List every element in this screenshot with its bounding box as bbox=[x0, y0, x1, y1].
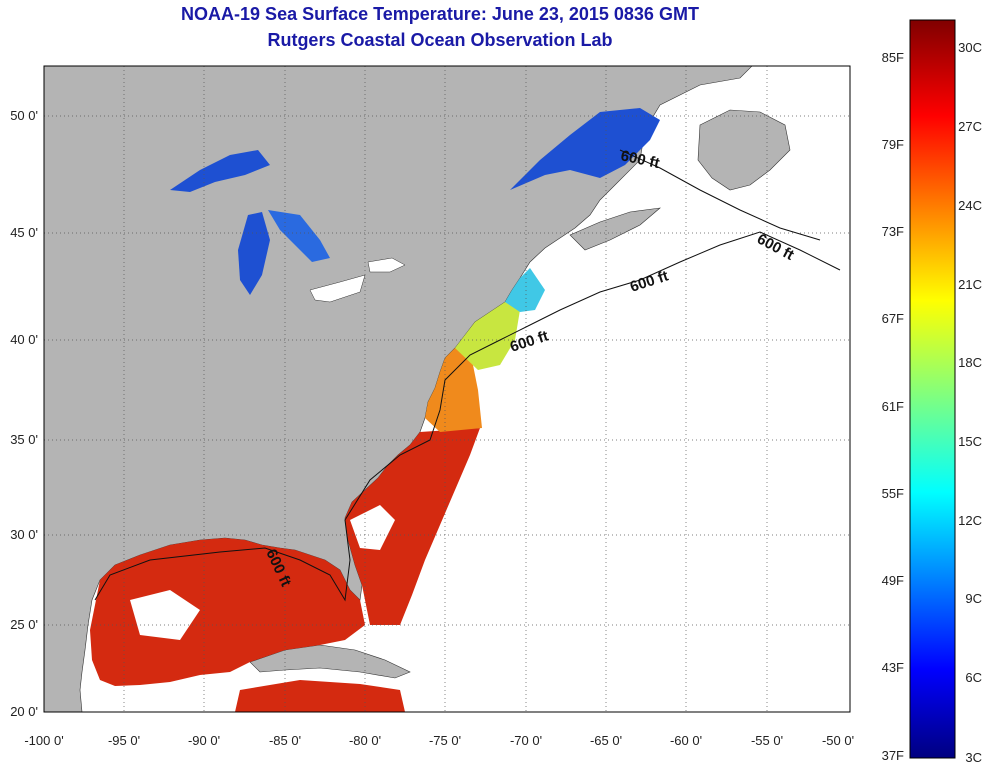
sst-gulf-of-maine bbox=[505, 268, 545, 312]
colorbar-f-label: 67F bbox=[882, 311, 904, 326]
colorbar-c-label: 24C bbox=[958, 198, 982, 213]
lake-michigan bbox=[238, 212, 270, 295]
colorbar-fahrenheit-labels: 85F 79F 73F 67F 61F 55F 49F 43F 37F bbox=[882, 50, 904, 763]
lat-label: 45 0' bbox=[10, 225, 38, 240]
colorbar-f-label: 79F bbox=[882, 137, 904, 152]
lat-label: 35 0' bbox=[10, 432, 38, 447]
sst-northeast bbox=[455, 302, 520, 370]
colorbar-c-label: 9C bbox=[965, 591, 982, 606]
lat-axis: 50 0' 45 0' 40 0' 35 0' 30 0' 25 0' 20 0… bbox=[10, 108, 38, 719]
lat-label: 40 0' bbox=[10, 332, 38, 347]
lon-label: -100 0' bbox=[24, 733, 63, 748]
lon-label: -70 0' bbox=[510, 733, 542, 748]
sst-atlantic-swath bbox=[345, 428, 480, 625]
colorbar-c-label: 12C bbox=[958, 513, 982, 528]
colorbar-c-label: 21C bbox=[958, 277, 982, 292]
lon-axis: -100 0' -95 0' -90 0' -85 0' -80 0' -75 … bbox=[24, 733, 854, 748]
gulf-st-lawrence bbox=[510, 108, 660, 190]
lon-label: -95 0' bbox=[108, 733, 140, 748]
lat-label: 20 0' bbox=[10, 704, 38, 719]
lon-label: -60 0' bbox=[670, 733, 702, 748]
lon-label: -65 0' bbox=[590, 733, 622, 748]
colorbar-f-label: 49F bbox=[882, 573, 904, 588]
colorbar-c-label: 27C bbox=[958, 119, 982, 134]
lon-label: -85 0' bbox=[269, 733, 301, 748]
lon-label: -80 0' bbox=[349, 733, 381, 748]
lon-label: -50 0' bbox=[822, 733, 854, 748]
colorbar-f-label: 37F bbox=[882, 748, 904, 763]
lat-label: 30 0' bbox=[10, 527, 38, 542]
lon-label: -75 0' bbox=[429, 733, 461, 748]
colorbar-f-label: 61F bbox=[882, 399, 904, 414]
colorbar-f-label: 55F bbox=[882, 486, 904, 501]
lake-erie bbox=[309, 274, 366, 303]
colorbar-c-label: 18C bbox=[958, 355, 982, 370]
lon-label: -55 0' bbox=[751, 733, 783, 748]
colorbar-c-label: 6C bbox=[965, 670, 982, 685]
map-subtitle: Rutgers Coastal Ocean Observation Lab bbox=[267, 30, 613, 50]
lat-label: 50 0' bbox=[10, 108, 38, 123]
lake-superior bbox=[170, 150, 270, 192]
map-frame bbox=[43, 65, 851, 713]
sst-gulf-cloud bbox=[130, 590, 200, 640]
colorbar-f-label: 73F bbox=[882, 224, 904, 239]
colorbar-celsius-labels: 30C 27C 24C 21C 18C 15C 12C 9C 6C 3C bbox=[958, 40, 982, 765]
colorbar-c-label: 30C bbox=[958, 40, 982, 55]
lake-huron bbox=[268, 210, 330, 262]
lat-label: 25 0' bbox=[10, 617, 38, 632]
contour-600ft-north bbox=[619, 149, 821, 241]
sst-gulf-of-mexico bbox=[90, 538, 365, 686]
contour-600ft bbox=[94, 231, 841, 602]
colorbar-c-label: 3C bbox=[965, 750, 982, 765]
lake-ontario bbox=[367, 257, 406, 273]
colorbar-f-label: 85F bbox=[882, 50, 904, 65]
colorbar-f-label: 43F bbox=[882, 660, 904, 675]
land-nova-scotia bbox=[569, 207, 661, 251]
colorbar bbox=[909, 19, 956, 759]
map-title: NOAA-19 Sea Surface Temperature: June 23… bbox=[181, 4, 699, 24]
sst-atlantic-cloud bbox=[350, 505, 395, 550]
sst-caribbean bbox=[235, 680, 405, 712]
lon-label: -90 0' bbox=[188, 733, 220, 748]
colorbar-c-label: 15C bbox=[958, 434, 982, 449]
